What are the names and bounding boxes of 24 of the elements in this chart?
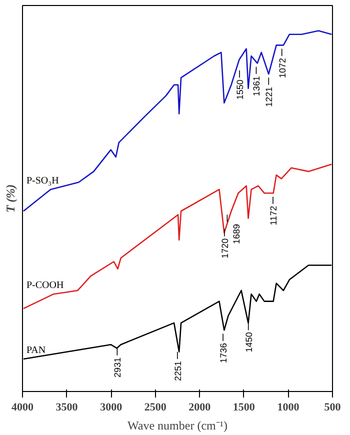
annotation: 1450 [244,332,254,352]
y-axis-title: T (%) [4,184,18,213]
annotation: 1720 [220,238,230,258]
annotation: 1172 [268,206,278,226]
x-tick-label: 2500 [144,402,167,414]
annotation: 1221 [264,86,274,107]
x-tick-label: 1500 [232,402,256,414]
annotation: 2251 [172,361,183,382]
x-tick-label: 1000 [277,402,300,414]
x-tick-label: 500 [324,402,342,414]
annotation: 1072 [277,58,288,78]
series-label: P-SO₃H [26,175,59,186]
annotation: 1689 [232,224,242,244]
x-tick-label: 2000 [188,402,212,414]
annotation: 1361 [252,76,262,96]
annotation: 2931 [112,357,123,378]
series-label: P-COOH [26,280,64,292]
series-label: PAN [26,345,46,356]
x-tick-label: 3500 [56,402,78,414]
annotation: 1550 [235,80,245,100]
x-tick-label: 4000 [12,402,34,414]
annotation: 1736 [218,342,229,364]
x-tick-label: 3000 [100,402,123,414]
x-axis-title: Wave number (cm⁻¹) [128,418,228,432]
